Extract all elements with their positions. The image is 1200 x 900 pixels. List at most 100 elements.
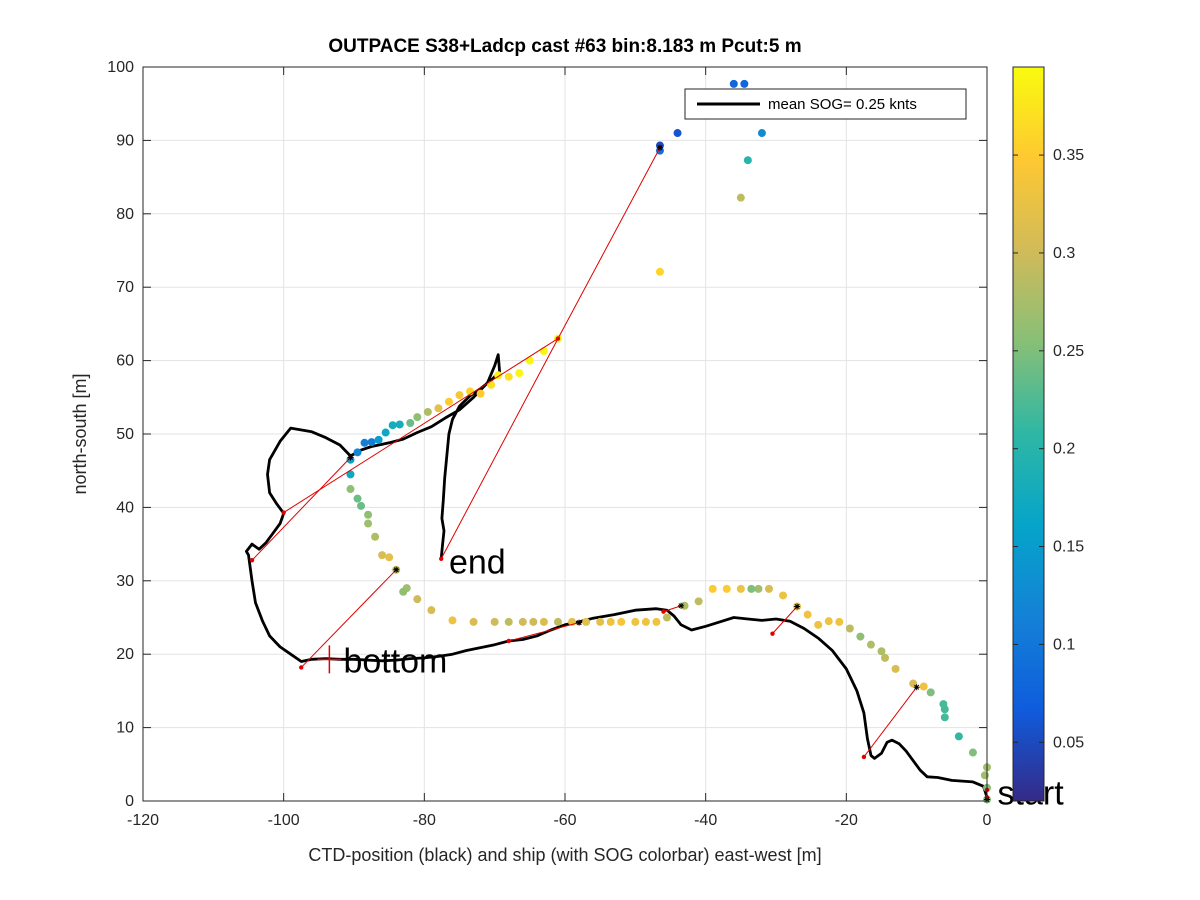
y-tick-label: 20	[116, 646, 134, 663]
ship-point	[395, 420, 404, 429]
ship-point	[413, 595, 422, 604]
ship-point	[747, 584, 756, 593]
ship-point	[448, 616, 457, 625]
ctd-ship-link	[772, 606, 798, 634]
ship-point	[434, 404, 443, 413]
red-segments-layer	[251, 147, 988, 798]
ctd-position-marker	[861, 754, 867, 760]
ship-star-marker	[576, 619, 583, 626]
x-tick-label: -100	[268, 812, 300, 829]
ship-point	[824, 617, 833, 626]
ship-point	[346, 470, 355, 479]
ship-point	[673, 129, 682, 138]
ship-point	[423, 407, 432, 416]
legend: mean SOG= 0.25 knts	[684, 88, 967, 120]
ship-point	[378, 551, 387, 560]
ship-point	[388, 421, 397, 430]
chart-title: OUTPACE S38+Ladcp cast #63 bin:8.183 m P…	[328, 36, 801, 57]
colorbar-tick-label: 0.15	[1053, 539, 1084, 556]
ship-point	[444, 397, 453, 406]
ship-point	[655, 267, 664, 276]
ship-point	[582, 617, 591, 626]
ship-point	[835, 617, 844, 626]
ship-point	[954, 732, 963, 741]
ctd-ship-link	[251, 457, 351, 561]
ship-point	[346, 485, 355, 494]
ship-point	[364, 519, 373, 528]
y-tick-label: 100	[107, 59, 134, 76]
ship-point	[764, 584, 773, 593]
ctd-ship-link	[283, 338, 559, 513]
x-tick-label: -20	[835, 812, 858, 829]
ship-point	[736, 193, 745, 202]
ship-point	[476, 389, 485, 398]
ship-star-marker	[678, 602, 685, 609]
ship-point	[939, 700, 948, 709]
ship-point	[504, 372, 513, 381]
ship-point	[490, 617, 499, 626]
ship-point	[539, 347, 548, 356]
ship-point	[529, 617, 538, 626]
ship-point	[968, 748, 977, 757]
ship-point	[926, 688, 935, 697]
ctd-position-marker	[439, 556, 444, 561]
x-tick-label: 0	[983, 812, 992, 829]
y-tick-label: 90	[116, 132, 134, 149]
ctd-position-marker	[249, 558, 255, 563]
ship-point	[919, 682, 928, 691]
y-tick-label: 30	[116, 573, 134, 590]
colorbar-ticks: 0.05 0.1 0.15 0.2 0.25 0.3 0.35	[1013, 147, 1084, 751]
ship-point	[515, 369, 524, 378]
ship-point	[364, 510, 373, 519]
colorbar-tick-label: 0.2	[1053, 441, 1075, 458]
y-tick-label: 80	[116, 206, 134, 223]
colorbar-tick-label: 0.3	[1053, 245, 1075, 262]
y-tick-label: 70	[116, 279, 134, 296]
ship-point	[504, 617, 513, 626]
colorbar-gradient	[1012, 66, 1045, 802]
x-tick-label: -40	[694, 812, 717, 829]
ship-point	[652, 617, 661, 626]
x-tick-label: -60	[553, 812, 576, 829]
ship-star-marker	[913, 684, 920, 691]
y-tick-label: 40	[116, 499, 134, 516]
ship-point	[881, 653, 890, 662]
ship-point	[455, 391, 464, 400]
ship-point	[553, 617, 562, 626]
ship-point	[743, 156, 752, 165]
annotation-end: end	[449, 543, 506, 581]
ctd-position-marker	[506, 638, 511, 644]
ship-point	[779, 591, 788, 600]
colorbar-tick-label: 0.05	[1053, 734, 1084, 751]
ship-point	[539, 617, 548, 626]
ship-point	[596, 617, 605, 626]
y-tick-label: 50	[116, 426, 134, 443]
ship-star-marker	[794, 603, 801, 610]
ship-point	[891, 664, 900, 673]
markers-layer	[249, 144, 990, 803]
x-tick-label: -80	[413, 812, 436, 829]
y-tick-label: 10	[116, 720, 134, 737]
ctd-ship-link	[557, 147, 661, 339]
ctd-ship-link	[663, 605, 682, 613]
axis-ticks: -120 -100 -80 -60 -40 -20 0 0 10 20 30 40 50 60 70 80 90…	[107, 59, 991, 829]
ship-point	[617, 617, 626, 626]
ctd-position-marker	[281, 510, 286, 515]
colorbar-tick-label: 0.25	[1053, 343, 1084, 360]
ship-point	[399, 587, 408, 596]
ship-star-marker	[347, 454, 354, 461]
ship-point	[406, 418, 415, 427]
colorbar: 0.05 0.1 0.15 0.2 0.25 0.3 0.35	[1012, 66, 1084, 802]
ship-point	[487, 380, 496, 389]
ship-point	[877, 647, 886, 656]
ship-point	[856, 632, 865, 641]
ship-point	[469, 617, 478, 626]
ctd-track-layer	[244, 353, 989, 798]
ship-point	[740, 79, 749, 88]
ctd-position-marker	[661, 609, 666, 614]
ship-point	[803, 610, 812, 619]
x-axis-label: CTD-position (black) and ship (with SOG …	[308, 845, 821, 865]
ship-point	[360, 438, 369, 447]
y-axis-label: north-south [m]	[70, 373, 90, 494]
